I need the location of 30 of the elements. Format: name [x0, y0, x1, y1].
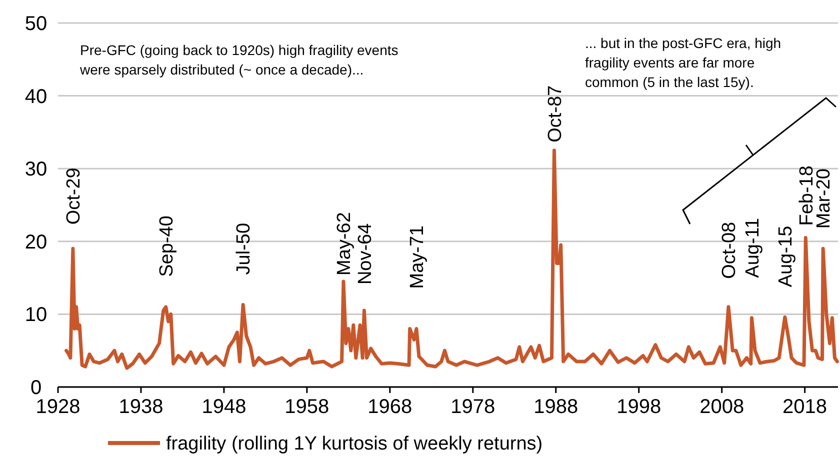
- line-series: [64, 148, 839, 370]
- y-tick-label: 30: [24, 158, 48, 181]
- x-tick-label: 1958: [284, 396, 330, 418]
- y-tick-label: 20: [24, 231, 48, 254]
- annotation: Oct-29: [64, 168, 85, 225]
- x-tick-label: 1978: [450, 396, 496, 418]
- annotation: ... but in the post-GFC era, high fragility events are far more common (5 in the last 15y).: [585, 35, 782, 90]
- annotation: Oct-08: [719, 222, 740, 279]
- x-tick-label: 1948: [202, 396, 246, 418]
- y-tick-label: 40: [24, 86, 48, 108]
- annotation: May-62: [334, 212, 356, 276]
- annotation: Aug-15: [776, 226, 797, 288]
- annotation: Jul-50: [234, 222, 255, 275]
- x-tick-label: 2008: [700, 396, 744, 418]
- legend-label: fragility (rolling 1Y kurtosis of weekly returns): [166, 434, 543, 455]
- annotation: Nov-64: [354, 222, 376, 285]
- y-tick-label: 10: [24, 304, 48, 326]
- y-tick-label: 50: [24, 13, 48, 35]
- y-tick-label: 0: [30, 377, 42, 399]
- annotation: Sep-40: [156, 216, 178, 277]
- x-tick-label: 2018: [782, 396, 828, 418]
- x-tick-label: 1968: [368, 396, 412, 418]
- x-tick-label: 1938: [118, 396, 164, 418]
- x-tick-label: 1988: [534, 396, 578, 418]
- x-tick-label: 1928: [36, 396, 80, 418]
- annotation: Pre-GFC (going back to 1920s) high fragility events were sparsely distributed (~ once a decade)...: [79, 42, 398, 78]
- x-tick-label: 1998: [616, 396, 662, 418]
- annotation: Aug-11: [742, 218, 764, 278]
- annotation: Oct-87: [544, 85, 566, 142]
- annotation: May-71: [407, 225, 428, 289]
